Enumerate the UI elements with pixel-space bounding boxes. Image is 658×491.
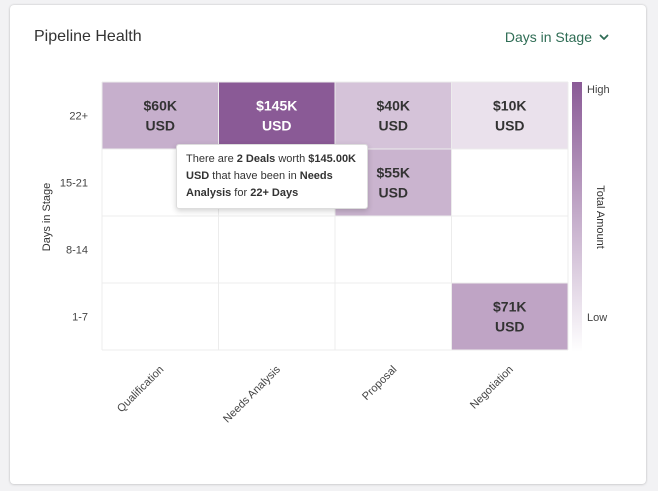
cell-tooltip: There are 2 Deals worth $145.00K USD tha… (176, 144, 368, 209)
tooltip-text-3: that have been in (209, 170, 300, 182)
y-tick-label: 15-21 (60, 178, 88, 190)
heatmap-cell[interactable] (452, 82, 568, 149)
cell-value-label: $10K (493, 98, 526, 114)
widget-title: Pipeline Health (34, 28, 142, 45)
cell-value-label: $145K (256, 98, 297, 114)
tooltip-text-1: There are (186, 153, 237, 165)
y-tick-label: 22+ (69, 111, 88, 123)
heatmap-cell[interactable] (452, 283, 568, 350)
heatmap-cell[interactable] (102, 82, 219, 149)
colorbar-title: Total Amount (594, 185, 606, 249)
x-tick-label: Negotiation (468, 364, 516, 412)
x-tick-label: Needs Analysis (221, 363, 283, 425)
x-tick-label: Proposal (360, 364, 399, 403)
heatmap-cell[interactable] (219, 82, 335, 149)
cell-value-label: $55K (377, 165, 410, 181)
tooltip-deals: 2 Deals (236, 153, 276, 165)
cell-unit-label: USD (378, 185, 408, 201)
cell-value-label: $71K (493, 299, 526, 315)
cell-unit-label: USD (378, 118, 408, 134)
y-tick-label: 1-7 (72, 312, 88, 324)
cell-unit-label: USD (262, 118, 292, 134)
y-axis-title: Days in Stage (41, 183, 53, 251)
cell-value-label: $40K (377, 98, 410, 114)
tooltip-amount: $145.00K USD (186, 153, 357, 182)
cell-unit-label: USD (145, 118, 175, 134)
days-in-stage-dropdown[interactable]: Days in Stage (505, 29, 610, 45)
cell-unit-label: USD (495, 319, 525, 335)
tooltip-days: 22+ Days (250, 187, 299, 199)
heatmap-cell[interactable] (335, 82, 452, 149)
chevron-down-icon (599, 34, 609, 40)
x-tick-label: Qualification (115, 364, 166, 415)
y-tick-label: 8-14 (66, 245, 88, 257)
cell-unit-label: USD (495, 118, 525, 134)
colorbar (572, 82, 582, 352)
colorbar-low-label: Low (587, 312, 607, 324)
colorbar-high-label: High (587, 84, 610, 96)
cell-value-label: $60K (144, 98, 177, 114)
tooltip-text-2: worth (275, 153, 309, 165)
dropdown-label: Days in Stage (504, 29, 592, 45)
tooltip-stage: Needs Analysis (186, 170, 333, 199)
tooltip-text-4: for (231, 187, 251, 199)
